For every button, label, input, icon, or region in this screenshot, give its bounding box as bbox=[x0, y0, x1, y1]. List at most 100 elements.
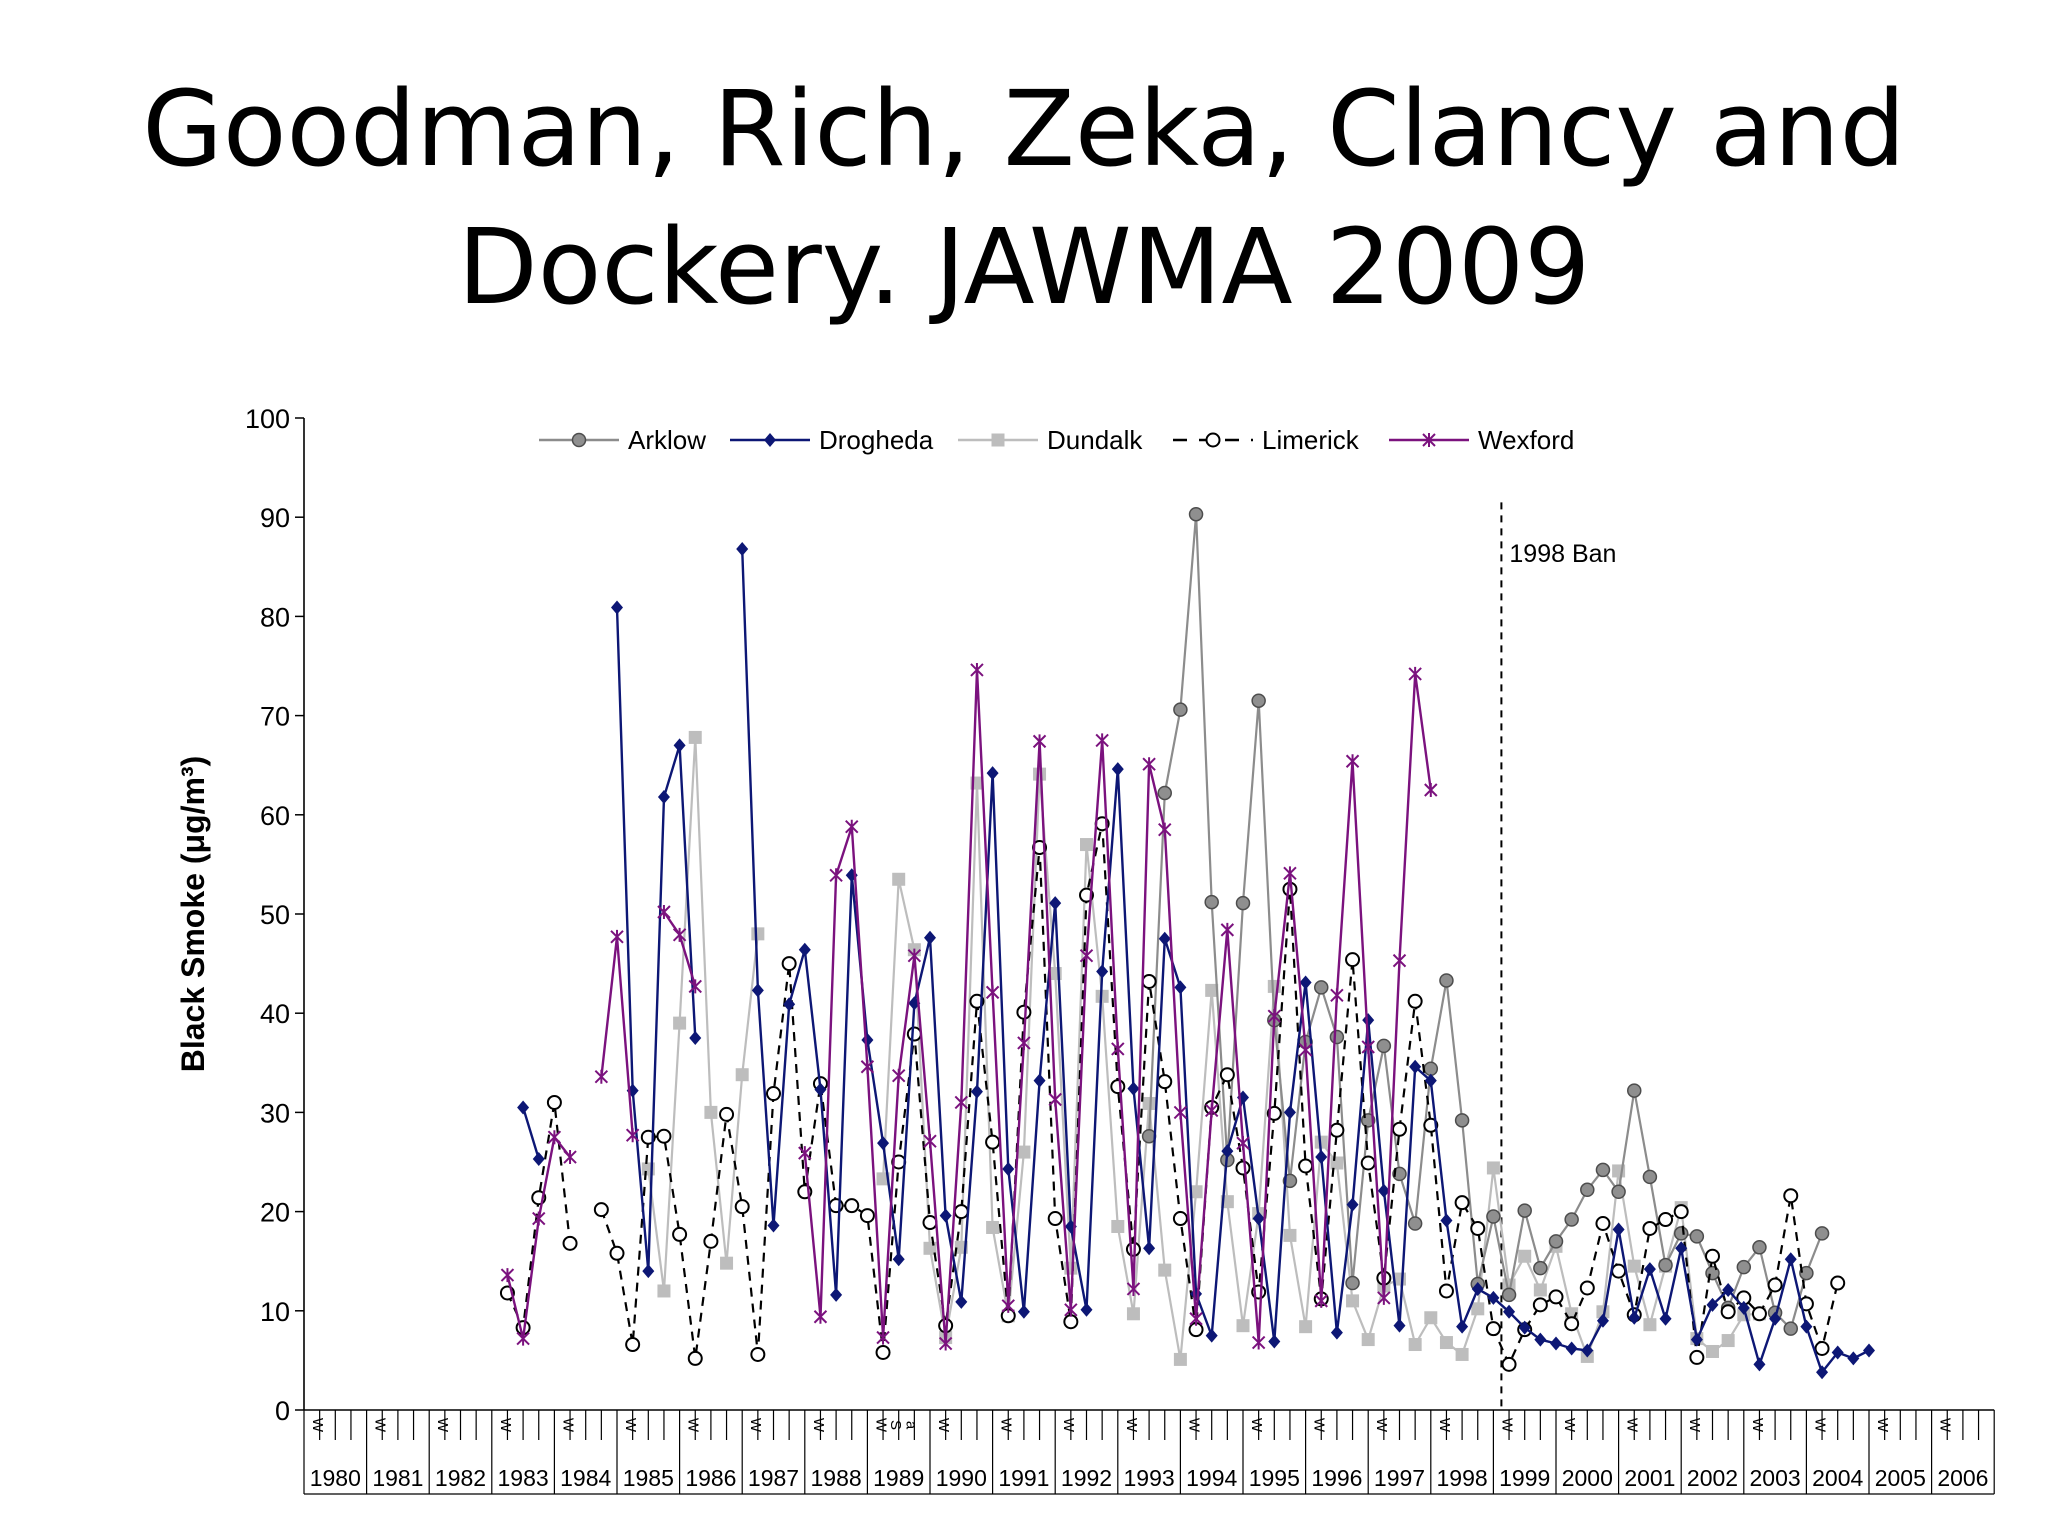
data-point-arklow bbox=[1501, 1287, 1517, 1303]
data-point-wexford bbox=[1298, 1042, 1313, 1057]
legend-label-dundalk: Dundalk bbox=[1047, 425, 1143, 455]
year-label: 1986 bbox=[685, 1465, 736, 1491]
data-point-wexford bbox=[1251, 1335, 1266, 1350]
data-point-limerick bbox=[625, 1337, 641, 1353]
y-tick-label: 20 bbox=[260, 1198, 290, 1228]
data-point-dundalk bbox=[1455, 1347, 1469, 1361]
data-point-arklow bbox=[1235, 895, 1251, 911]
data-point-wexford bbox=[1001, 1298, 1015, 1313]
data-point-arklow bbox=[1783, 1321, 1798, 1336]
data-point-arklow bbox=[1814, 1226, 1830, 1241]
season-mark: W bbox=[1811, 1418, 1828, 1433]
data-point-wexford bbox=[860, 1059, 875, 1074]
data-point-drogheda bbox=[1565, 1341, 1578, 1356]
data-point-dundalk bbox=[1017, 1145, 1031, 1159]
data-point-dundalk bbox=[1158, 1263, 1172, 1277]
y-tick-label: 60 bbox=[260, 801, 290, 831]
data-point-limerick bbox=[1392, 1121, 1407, 1137]
legend-label-drogheda: Drogheda bbox=[819, 425, 934, 455]
data-point-wexford bbox=[1392, 953, 1407, 968]
year-label: 2002 bbox=[1687, 1465, 1738, 1491]
data-point-limerick bbox=[1673, 1204, 1689, 1220]
data-point-arklow bbox=[1517, 1203, 1532, 1218]
year-label: 1991 bbox=[998, 1465, 1049, 1491]
data-point-wexford bbox=[1111, 1041, 1125, 1056]
data-point-drogheda bbox=[1800, 1319, 1813, 1334]
data-point-limerick bbox=[1814, 1340, 1830, 1356]
season-mark: W bbox=[1436, 1418, 1453, 1433]
year-label: 1990 bbox=[936, 1465, 987, 1491]
data-point-wexford bbox=[516, 1331, 530, 1346]
year-label: 2001 bbox=[1624, 1465, 1675, 1491]
data-point-dundalk bbox=[986, 1220, 1000, 1234]
data-point-limerick bbox=[562, 1235, 578, 1251]
data-point-wexford bbox=[1267, 1009, 1282, 1024]
data-point-wexford bbox=[1173, 1105, 1188, 1120]
data-point-wexford bbox=[657, 905, 671, 920]
data-point-limerick bbox=[734, 1199, 750, 1215]
data-point-wexford bbox=[1377, 1290, 1391, 1305]
data-point-dundalk bbox=[704, 1105, 718, 1119]
data-point-drogheda bbox=[1769, 1311, 1782, 1326]
data-point-drogheda bbox=[1330, 1325, 1343, 1340]
year-label: 1985 bbox=[623, 1465, 674, 1491]
legend-marker-dundalk bbox=[991, 433, 1005, 447]
y-tick-label: 30 bbox=[260, 1098, 290, 1128]
data-point-drogheda bbox=[611, 600, 623, 615]
data-point-drogheda bbox=[1362, 1013, 1375, 1028]
series-layer bbox=[499, 506, 1875, 1380]
y-tick-label: 0 bbox=[275, 1396, 290, 1426]
y-tick-label: 70 bbox=[260, 702, 290, 732]
series-dundalk bbox=[641, 730, 1766, 1366]
data-point-drogheda bbox=[798, 942, 811, 957]
legend-label-limerick: Limerick bbox=[1262, 425, 1360, 455]
data-point-arklow bbox=[1329, 1029, 1345, 1045]
title-line-1: Goodman, Rich, Zeka, Clancy and bbox=[142, 68, 1906, 190]
year-label: 1982 bbox=[435, 1465, 486, 1491]
data-point-wexford bbox=[1048, 1092, 1062, 1107]
data-point-limerick bbox=[609, 1245, 625, 1261]
data-point-wexford bbox=[500, 1268, 515, 1283]
data-point-wexford bbox=[1424, 783, 1438, 797]
data-point-drogheda bbox=[1096, 964, 1109, 979]
data-point-wexford bbox=[1236, 1136, 1250, 1151]
year-label: 1996 bbox=[1311, 1465, 1362, 1491]
data-point-drogheda bbox=[736, 541, 749, 556]
data-point-limerick bbox=[859, 1208, 875, 1224]
data-point-drogheda bbox=[1596, 1313, 1609, 1328]
season-mark: W bbox=[559, 1418, 576, 1433]
data-point-wexford bbox=[798, 1146, 812, 1161]
data-point-wexford bbox=[1204, 1103, 1219, 1118]
year-label: 2006 bbox=[1937, 1465, 1988, 1491]
data-point-dundalk bbox=[751, 927, 765, 941]
data-point-arklow bbox=[1188, 506, 1204, 522]
data-point-limerick bbox=[1548, 1289, 1564, 1305]
data-point-drogheda bbox=[1033, 1073, 1046, 1088]
season-mark: W bbox=[1624, 1418, 1641, 1433]
data-point-wexford bbox=[1330, 988, 1344, 1003]
season-mark: W bbox=[1498, 1418, 1515, 1433]
data-point-drogheda bbox=[1706, 1297, 1719, 1312]
data-point-limerick bbox=[1360, 1155, 1376, 1171]
data-point-limerick bbox=[1063, 1314, 1079, 1330]
data-point-arklow bbox=[1736, 1259, 1752, 1275]
data-point-dundalk bbox=[1330, 1156, 1344, 1170]
data-point-wexford bbox=[985, 985, 1000, 1000]
season-mark: W bbox=[434, 1418, 451, 1433]
data-point-limerick bbox=[1595, 1216, 1611, 1232]
season-mark: W bbox=[1311, 1418, 1328, 1433]
data-point-limerick bbox=[1532, 1297, 1548, 1313]
data-point-limerick bbox=[1689, 1349, 1705, 1365]
legend-item-drogheda: Drogheda bbox=[730, 425, 934, 455]
data-point-dundalk bbox=[1408, 1338, 1422, 1352]
data-point-wexford bbox=[594, 1069, 609, 1084]
year-label: 2000 bbox=[1562, 1465, 1613, 1491]
axes: 0 10 20 30 40 50 60 70 80 90 100 Black Smoke (μg/m³… bbox=[175, 404, 1995, 1495]
data-point-arklow bbox=[1533, 1260, 1548, 1276]
data-point-arklow bbox=[1407, 1216, 1423, 1231]
data-point-drogheda bbox=[1205, 1328, 1218, 1343]
data-point-dundalk bbox=[1173, 1352, 1187, 1366]
data-point-dundalk bbox=[1533, 1283, 1547, 1297]
data-point-limerick bbox=[1705, 1248, 1720, 1264]
data-point-arklow bbox=[1658, 1257, 1673, 1273]
